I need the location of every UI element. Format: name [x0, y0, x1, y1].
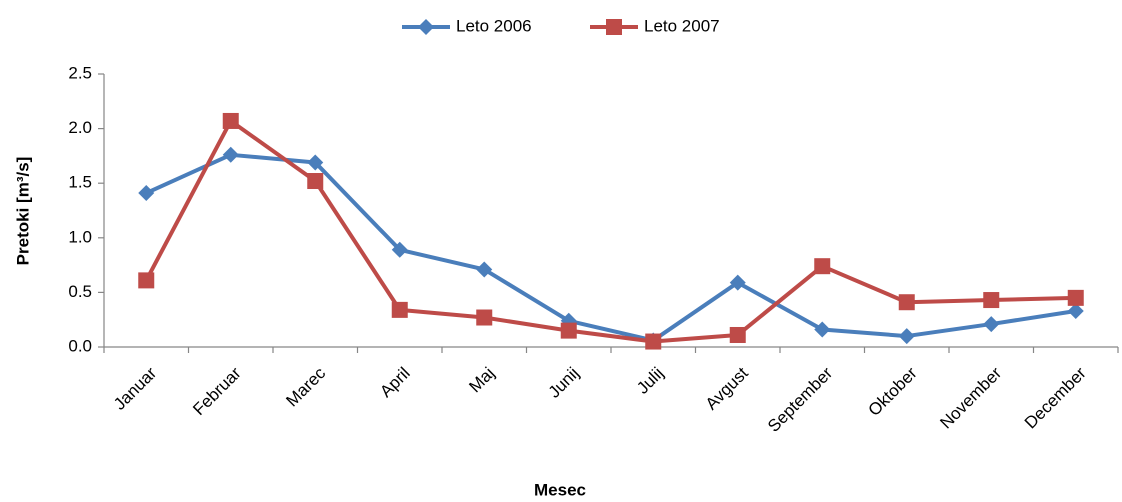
- marker: [138, 272, 155, 289]
- marker: [222, 112, 239, 129]
- x-tick-label: December: [1021, 363, 1090, 432]
- x-tick-label: Avgust: [702, 363, 752, 413]
- marker: [898, 294, 915, 311]
- x-tick-label: Julij: [633, 364, 667, 398]
- x-tick-label: Januar: [110, 363, 160, 413]
- marker: [476, 261, 493, 278]
- marker: [1067, 289, 1084, 306]
- x-tick-label: Maj: [465, 364, 498, 397]
- y-tick-label: 0.5: [68, 282, 92, 301]
- marker: [814, 258, 831, 275]
- legend-label: Leto 2007: [644, 16, 720, 35]
- marker: [729, 326, 746, 343]
- x-tick-label: April: [376, 364, 413, 401]
- x-tick-label: September: [764, 363, 836, 435]
- x-tick-label: Februar: [189, 363, 245, 419]
- series-line: [145, 152, 1077, 343]
- legend-marker: [606, 19, 622, 35]
- marker: [307, 173, 324, 190]
- x-tick-label: Marec: [282, 363, 329, 410]
- marker: [391, 241, 408, 258]
- series-line: [144, 118, 1076, 344]
- marker: [138, 185, 155, 202]
- marker: [1067, 302, 1084, 319]
- marker: [983, 316, 1000, 333]
- marker: [645, 333, 662, 350]
- x-axis-title: Mesec: [534, 480, 586, 499]
- marker: [814, 321, 831, 338]
- y-tick-label: 2.0: [68, 118, 92, 137]
- marker: [307, 154, 324, 171]
- y-tick-label: 0.0: [68, 336, 92, 355]
- marker: [560, 322, 577, 339]
- y-tick-label: 2.5: [68, 63, 92, 82]
- x-tick-label: November: [936, 363, 1005, 432]
- marker: [729, 274, 746, 291]
- y-tick-label: 1.0: [68, 227, 92, 246]
- marker: [222, 146, 239, 163]
- marker: [983, 292, 1000, 309]
- marker: [476, 309, 493, 326]
- x-tick-label: Oktober: [865, 363, 921, 419]
- marker: [898, 328, 915, 345]
- legend-marker: [418, 19, 434, 35]
- legend-label: Leto 2006: [456, 16, 532, 35]
- marker: [391, 301, 408, 318]
- y-axis-title: Pretoki [m³/s]: [13, 157, 32, 266]
- y-tick-label: 1.5: [68, 173, 92, 192]
- x-tick-label: Junij: [545, 364, 583, 402]
